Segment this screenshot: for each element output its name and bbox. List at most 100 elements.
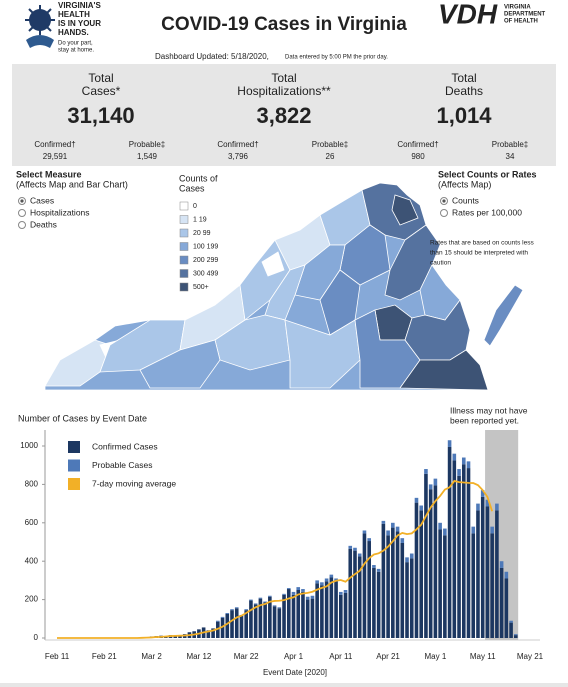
bar-segment (216, 621, 220, 638)
stat-sub-value: 29,591 (43, 152, 68, 161)
legend-title: Counts of (179, 173, 218, 183)
bar-segment (495, 503, 499, 511)
bar-segment (305, 599, 310, 638)
county (319, 269, 361, 336)
stat-label: Deaths (445, 84, 483, 98)
bar-segment (178, 635, 182, 638)
legend-label: 0 (193, 203, 197, 210)
page-title: COVID-19 Cases in Virginia (161, 14, 407, 35)
bar-segment (405, 557, 409, 563)
bar-segment (329, 577, 334, 638)
control-title: Select Counts or Rates (438, 169, 537, 179)
bar-segment (400, 542, 405, 638)
bar-segment (405, 562, 409, 638)
bar-segment (452, 453, 457, 461)
stat-total: 3,822 (256, 103, 311, 128)
radio-label[interactable]: Deaths (30, 219, 57, 229)
bar-segment (476, 503, 480, 511)
stat-sub-label: Confirmed† (397, 140, 438, 149)
bar-segment (353, 547, 357, 551)
radio-button[interactable] (18, 209, 26, 217)
legend-swatch (179, 255, 189, 265)
bar-segment (339, 594, 343, 638)
y-tick-label: 600 (25, 518, 39, 527)
legend-label: 500+ (193, 284, 209, 291)
bar-segment (244, 609, 248, 611)
map-note: than 15 should be interpreted with (430, 250, 528, 257)
bar-segment (480, 496, 485, 638)
bar-segment (514, 635, 518, 638)
bar-segment (480, 490, 485, 497)
stat-total: 31,140 (67, 103, 134, 128)
bar-segment (310, 595, 315, 599)
bar-segment (253, 604, 258, 638)
radio-button[interactable] (440, 209, 448, 217)
radio-dot (442, 199, 446, 203)
bar-segment (447, 446, 452, 638)
legend-swatch (68, 441, 80, 453)
bar-segment (428, 489, 433, 638)
bar-segment (348, 545, 353, 549)
bar-segment (343, 592, 348, 638)
bar-segment (419, 505, 424, 511)
radio-label[interactable]: Cases (30, 195, 54, 205)
bar-segment (343, 590, 348, 593)
updated-date: Dashboard Updated: 5/18/2020, (155, 52, 269, 61)
bar-segment (428, 484, 433, 490)
radio-label[interactable]: Rates per 100,000 (452, 207, 522, 217)
bar-segment (253, 603, 258, 605)
stat-sub-value: 34 (506, 152, 515, 161)
bar-segment (424, 469, 428, 474)
legend-label: 200 299 (193, 257, 218, 264)
radio-label[interactable]: Counts (452, 195, 479, 205)
logo (25, 5, 55, 48)
bar-segment (419, 510, 424, 638)
bar-segment (386, 535, 390, 638)
bar-segment (268, 596, 272, 638)
radio-dot (20, 199, 24, 203)
bar-segment (499, 561, 504, 568)
bar-segment (504, 571, 509, 579)
legend-title: Cases (179, 183, 205, 193)
bar-segment (367, 538, 371, 542)
bar-segment (291, 594, 296, 638)
bar-segment (447, 440, 452, 447)
y-tick-label: 400 (25, 556, 39, 565)
bar-segment (272, 605, 277, 607)
bar-segment (348, 548, 353, 638)
stat-sub-label: Confirmed† (34, 140, 75, 149)
legend-swatch (68, 459, 80, 472)
bar-segment (362, 530, 367, 534)
bar-segment (301, 591, 305, 638)
x-tick-label: May 1 (425, 652, 447, 661)
bar-segment (457, 475, 461, 638)
stat-label: Cases* (82, 84, 121, 98)
legend-swatch (179, 282, 189, 292)
chart-annotation: been reported yet. (450, 415, 519, 425)
bar-segment (258, 598, 263, 638)
bar-segment (230, 609, 234, 611)
logo-tagline: Do your part, (58, 41, 93, 47)
agency-abbr: VDH (438, 0, 498, 29)
y-tick-label: 800 (25, 480, 39, 489)
footer-bar (0, 683, 568, 687)
radio-button[interactable] (18, 221, 26, 229)
bar-segment (490, 526, 494, 534)
radio-label[interactable]: Hospitalizations (30, 207, 90, 217)
summary-panel (12, 64, 556, 166)
bar-segment (490, 533, 494, 638)
legend-label: 1 19 (193, 216, 207, 223)
legend-swatch (179, 228, 189, 238)
bar-segment (381, 523, 386, 638)
legend-label: 7-day moving average (92, 478, 176, 488)
bar-segment (324, 581, 329, 638)
bar-segment (414, 502, 419, 638)
bar-segment (244, 610, 248, 638)
county (261, 251, 285, 277)
bar-segment (504, 578, 509, 638)
bar-segment (509, 620, 513, 623)
logo-text: HEALTH (58, 10, 90, 19)
y-tick-label: 0 (34, 633, 39, 642)
